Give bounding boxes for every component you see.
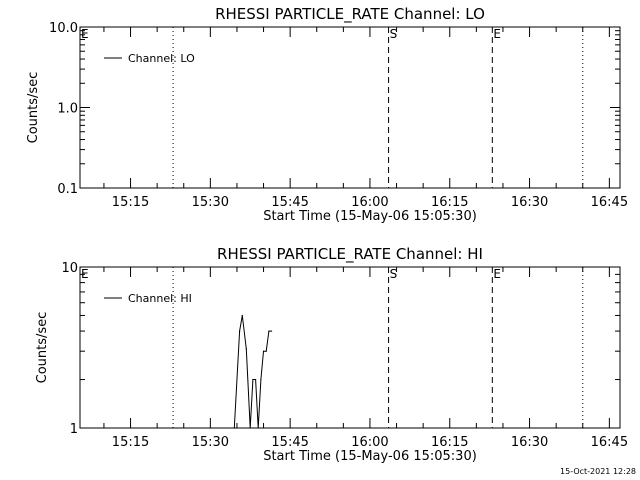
event-marker-label: E — [493, 267, 501, 281]
x-tick-label: 16:45 — [591, 435, 628, 450]
footer-timestamp: 15-Oct-2021 12:28 — [560, 467, 636, 476]
legend-entry: Channel: HI — [128, 292, 192, 305]
x-tick-label: 16:30 — [511, 195, 548, 210]
x-tick-label: 15:30 — [192, 195, 229, 210]
plot-frame — [79, 266, 621, 429]
event-marker-label: S — [390, 27, 398, 41]
x-tick-label: 15:45 — [271, 435, 308, 450]
y-axis-label: Counts/sec — [26, 72, 41, 144]
data-point — [270, 330, 273, 332]
x-tick-label: 15:30 — [192, 435, 229, 450]
data-point — [260, 378, 262, 381]
y-axis-label: Counts/sec — [35, 312, 50, 384]
data-point — [254, 378, 257, 381]
data-point — [241, 314, 243, 317]
data-point — [249, 427, 251, 429]
x-tick-label: 15:45 — [271, 195, 308, 210]
x-tick-label: 16:00 — [351, 195, 388, 210]
data-point — [257, 427, 259, 429]
data-point — [252, 378, 254, 381]
x-axis-label: Start Time (15-May-06 15:05:30) — [263, 209, 477, 224]
data-point — [265, 350, 267, 352]
x-tick-label: 16:15 — [431, 195, 468, 210]
chart-title: RHESSI PARTICLE_RATE Channel: HI — [217, 245, 483, 264]
data-point — [239, 330, 241, 332]
event-marker-label: E — [493, 27, 501, 41]
y-tick-label: 10 — [61, 261, 78, 276]
y-tick-label: 1.0 — [57, 102, 78, 117]
x-tick-label: 16:15 — [431, 435, 468, 450]
y-tick-label: 1 — [70, 422, 78, 437]
x-tick-label: 16:30 — [511, 435, 548, 450]
y-tick-label: 0.1 — [57, 182, 78, 197]
x-tick-label: 15:15 — [112, 435, 149, 450]
data-point — [245, 348, 247, 350]
x-tick-label: 16:00 — [351, 435, 388, 450]
x-tick-label: 16:45 — [591, 195, 628, 210]
y-tick-label: 10.0 — [49, 21, 78, 36]
event-marker-label: S — [390, 267, 398, 281]
legend-entry: Channel: LO — [128, 52, 195, 65]
x-axis-label: Start Time (15-May-06 15:05:30) — [263, 449, 477, 464]
data-point — [268, 330, 270, 332]
series-line — [233, 315, 272, 429]
event-marker-label: E — [81, 27, 89, 41]
data-point — [262, 350, 265, 352]
panel-lo: RHESSI PARTICLE_RATE Channel: LO 15:15 15:… — [26, 5, 628, 224]
x-tick-label: 15:15 — [112, 195, 149, 210]
chart-title: RHESSI PARTICLE_RATE Channel: LO — [215, 5, 485, 24]
data-point — [233, 427, 235, 429]
panel-hi: RHESSI PARTICLE_RATE Channel: HI 15:15 15:… — [35, 245, 628, 464]
event-marker-label: E — [81, 267, 89, 281]
